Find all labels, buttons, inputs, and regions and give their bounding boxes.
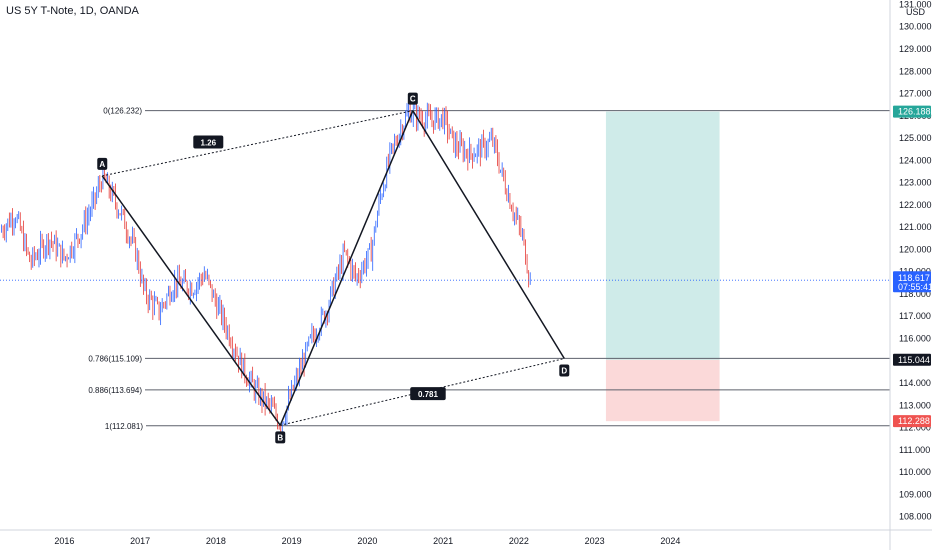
pattern-point-box [559, 364, 570, 377]
pattern-point-label: A [99, 160, 105, 169]
y-tick-label: 117.000 [899, 311, 931, 321]
fib-level-label: 0.786(115.109) [88, 354, 142, 363]
x-tick-label: 2023 [585, 536, 605, 546]
fib-retracement[interactable]: 0(126.232) 0.786(115.109) 0.886(113.694) 1(… [88, 107, 890, 431]
y-tick-label: 125.000 [899, 133, 932, 143]
x-tick-label: 2022 [509, 536, 529, 546]
loss-zone[interactable] [605, 359, 720, 422]
fib-level-label: 0(126.232) [103, 107, 142, 116]
price-tag-text: 112.288 [898, 416, 930, 426]
pattern-point-d[interactable]: D [559, 364, 570, 377]
pattern-point-box [407, 92, 418, 105]
x-tick-label: 2021 [433, 536, 453, 546]
pattern-ratio-line [102, 110, 413, 177]
y-tick-label: 120.000 [899, 244, 932, 254]
price-tag-text: 115.044 [898, 355, 930, 365]
x-tick-label: 2020 [357, 536, 377, 546]
fib-level-label: 0.886(113.694) [88, 386, 142, 395]
x-tick-label: 2024 [660, 536, 680, 546]
y-tick-label: 114.000 [899, 378, 931, 388]
y-tick-label: 124.000 [899, 155, 932, 165]
y-tick-label: 112.000 [899, 423, 931, 433]
ratio-label: 0.781 [410, 387, 446, 401]
pattern-point-box [275, 431, 286, 444]
price-tag-text: 126.188 [898, 107, 931, 117]
y-tick-label: 118.000 [899, 289, 931, 299]
pattern-leg[interactable] [279, 110, 414, 426]
y-tick-label: 116.000 [899, 333, 931, 343]
pattern-point-c[interactable]: C [407, 92, 418, 105]
pattern-point-label: D [561, 367, 567, 376]
y-tick-label: 122.000 [899, 200, 932, 210]
pattern-leg[interactable] [412, 110, 565, 359]
ratio-label-box [193, 135, 224, 149]
chart-title: US 5Y T-Note, 1D, OANDA [6, 5, 139, 17]
x-tick-label: 2018 [206, 536, 226, 546]
fib-level-label: 1(112.081) [105, 422, 143, 431]
y-tick-label: 121.000 [899, 222, 932, 232]
price-tag-line: 115.044 [893, 353, 931, 366]
y-tick-label: 129.000 [899, 44, 932, 54]
pattern-point-b[interactable]: B [275, 431, 286, 444]
price-tag-loss: 112.288 [893, 415, 931, 428]
current-price-box [893, 271, 931, 293]
y-tick-label: 127.000 [899, 89, 932, 99]
y-tick-label: 128.000 [899, 66, 932, 76]
y-tick-label: 131.000 [899, 0, 932, 9]
pattern-point-label: B [277, 433, 283, 442]
ratio-label-text: 0.781 [418, 390, 439, 399]
currency-label: USD [906, 7, 926, 17]
pattern-point-label: C [410, 95, 416, 104]
price-tag-profit: 126.188 [893, 105, 931, 118]
ratio-label-text: 1.26 [201, 139, 217, 148]
price-tag-box [893, 353, 931, 366]
y-tick-label: 113.000 [899, 400, 931, 410]
long-position-tool[interactable] [605, 111, 720, 422]
pattern-point-a[interactable]: A [97, 157, 108, 170]
x-tick-label: 2016 [54, 536, 74, 546]
x-tick-label: 2017 [130, 536, 150, 546]
y-tick-label: 109.000 [899, 489, 932, 499]
ratio-label: 1.26 [193, 135, 224, 149]
y-tick-label: 123.000 [899, 178, 932, 188]
countdown-value: 07:55:41 [898, 282, 932, 292]
xabcd-pattern[interactable]: 1.26 0.781 A B C D [97, 92, 570, 444]
y-tick-label: 108.000 [899, 512, 932, 522]
pattern-point-box [97, 157, 108, 170]
y-tick-label: 130.000 [899, 22, 932, 32]
x-tick-label: 2019 [282, 536, 302, 546]
price-tag-box [893, 415, 931, 428]
ratio-label-box [410, 387, 446, 401]
y-tick-label: 111.000 [899, 445, 930, 455]
pattern-leg[interactable] [101, 175, 281, 426]
current-price-value: 118.617 [898, 273, 930, 283]
profit-zone[interactable] [605, 111, 720, 360]
candle-series [1, 97, 531, 438]
y-tick-label: 110.000 [899, 467, 931, 477]
price-tag-box [893, 105, 931, 118]
